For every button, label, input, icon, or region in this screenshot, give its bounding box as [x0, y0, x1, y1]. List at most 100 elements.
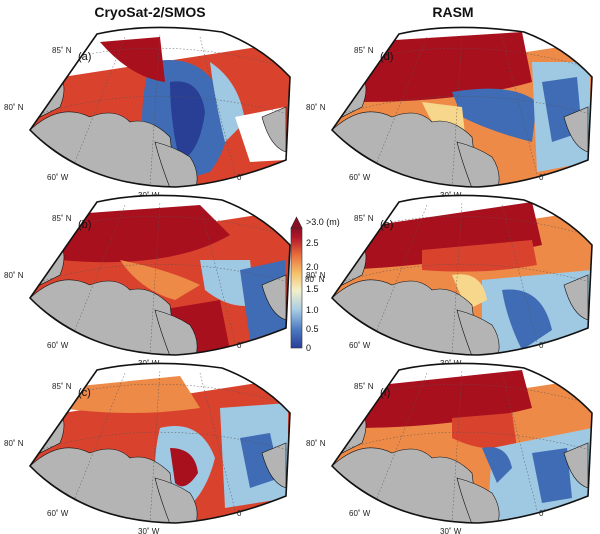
ice-thickness-region [120, 260, 200, 300]
longitude-label-0: 0˚ [539, 509, 546, 518]
map-panel-f: (f) 85˚ N 80˚ N 60˚ W 30˚ W 0˚ [306, 362, 593, 534]
longitude-label-0: 0˚ [237, 341, 244, 350]
ice-thickness-region [452, 274, 487, 310]
colorbar: 0 0.5 1.0 1.5 2.0 2.5 >3.0 (m) [290, 216, 340, 353]
colorbar-tick-0: 0 [306, 343, 311, 353]
latitude-label-85n: 85˚ N [354, 382, 374, 391]
map-panel-b: (b)85˚ N80˚ N60˚ W30˚ W0˚ [4, 194, 291, 368]
panel-label-d: (d) [380, 51, 393, 63]
latitude-label-85n: 85˚ N [52, 382, 72, 391]
longitude-gridline [149, 369, 161, 524]
latitude-label-80n-inner: 80˚ N [305, 275, 325, 284]
longitude-label-0: 0˚ [539, 341, 546, 350]
longitude-gridline [199, 36, 236, 175]
map-panel-a-field [30, 27, 290, 188]
longitude-label-60w: 60˚ W [47, 341, 69, 350]
latitude-label-85n: 85˚ N [354, 214, 374, 223]
column-title-cryosat: CryoSat-2/SMOS [94, 4, 205, 20]
ice-thickness-region [452, 413, 517, 450]
longitude-gridline [74, 204, 126, 331]
longitude-label-60w: 60˚ W [349, 173, 371, 182]
column-title-rasm: RASM [432, 4, 473, 20]
longitude-gridline [501, 372, 538, 511]
longitude-label-30w: 30˚ W [440, 527, 462, 534]
longitude-gridline [199, 372, 236, 511]
colorbar-tick-1-5: 1.5 [306, 284, 319, 294]
ice-thickness-region [210, 62, 245, 142]
latitude-gridline [30, 431, 289, 454]
colorbar-tick-3-0: >3.0 (m) [306, 217, 340, 227]
ice-thickness-region [422, 240, 537, 272]
longitude-gridline [376, 36, 428, 163]
longitude-gridline [199, 204, 236, 343]
latitude-gridline [332, 95, 591, 118]
latitude-gridline [332, 263, 591, 286]
panel-label-a: (a) [78, 51, 91, 63]
east-greenland-land [154, 309, 198, 356]
longitude-label-0: 0˚ [237, 509, 244, 518]
ice-thickness-region [532, 448, 572, 503]
longitude-gridline [149, 201, 161, 356]
east-greenland-land [456, 309, 500, 356]
east-greenland-land [456, 477, 500, 524]
longitude-gridline [74, 372, 126, 499]
ice-thickness-region [502, 289, 552, 350]
colorbar-tick-2-5: 2.5 [306, 238, 319, 248]
colorbar-gradient [290, 227, 303, 349]
longitude-label-60w: 60˚ W [47, 509, 69, 518]
colorbar-arrow [290, 216, 303, 229]
longitude-gridline [501, 36, 538, 175]
map-frame [330, 362, 593, 524]
ice-thickness-region [240, 433, 280, 488]
map-frame [330, 194, 593, 356]
latitude-label-80n: 80˚ N [306, 439, 326, 448]
map-panel-d-field [332, 27, 592, 188]
longitude-gridline [451, 201, 463, 356]
map-frame [28, 194, 291, 356]
panel-label-e: (e) [380, 219, 393, 231]
ice-thickness-region [60, 376, 200, 413]
latitude-label-80n: 80˚ N [4, 439, 24, 448]
latitude-label-80n: 80˚ N [4, 103, 24, 112]
longitude-gridline [74, 36, 126, 163]
longitude-gridline [451, 369, 463, 524]
map-panel-e-field [332, 195, 592, 356]
ice-thickness-region [60, 205, 230, 263]
longitude-gridline [451, 33, 463, 188]
longitude-gridline [376, 204, 428, 331]
longitude-gridline [501, 204, 538, 343]
latitude-gridline [332, 431, 591, 454]
east-greenland-land [456, 141, 500, 188]
ice-thickness-region [452, 88, 537, 142]
latitude-label-85n: 85˚ N [52, 46, 72, 55]
colorbar-tick-0-5: 0.5 [306, 324, 319, 334]
map-panel-a: (a)85˚ N80˚ N60˚ W30˚ W0˚ [4, 26, 291, 200]
latitude-label-85n: 85˚ N [354, 46, 374, 55]
longitude-gridline [376, 372, 428, 499]
longitude-label-60w: 60˚ W [349, 509, 371, 518]
ice-thickness-region [170, 81, 205, 162]
map-panel-c: (c) 85˚ N 80˚ N 60˚ W 30˚ W 0˚ [4, 362, 291, 534]
panel-label-b: (b) [78, 219, 91, 231]
longitude-label-30w: 30˚ W [138, 527, 160, 534]
latitude-label-80n: 80˚ N [4, 271, 24, 280]
panel-label-c: (c) [78, 387, 91, 399]
latitude-label-80n: 80˚ N [306, 271, 326, 280]
ice-thickness-region [482, 447, 512, 483]
longitude-label-0: 0˚ [237, 173, 244, 182]
east-greenland-land [154, 141, 198, 188]
latitude-label-85n: 85˚ N [52, 214, 72, 223]
latitude-gridline [30, 95, 289, 118]
longitude-label-60w: 60˚ W [349, 341, 371, 350]
panel-label-f: (f) [380, 387, 390, 399]
map-frame [28, 26, 291, 188]
colorbar-tick-2-0: 2.0 [306, 262, 319, 272]
east-greenland-land [154, 477, 198, 524]
map-panel-e: (e)85˚ N80˚ N60˚ W30˚ W0˚ [306, 194, 593, 368]
longitude-label-60w: 60˚ W [47, 173, 69, 182]
map-panel-d: (d)85˚ N80˚ N60˚ W30˚ W0˚ [306, 26, 593, 200]
latitude-gridline [30, 263, 289, 286]
ice-thickness-region [352, 370, 532, 428]
colorbar-tick-1-0: 1.0 [306, 305, 319, 315]
